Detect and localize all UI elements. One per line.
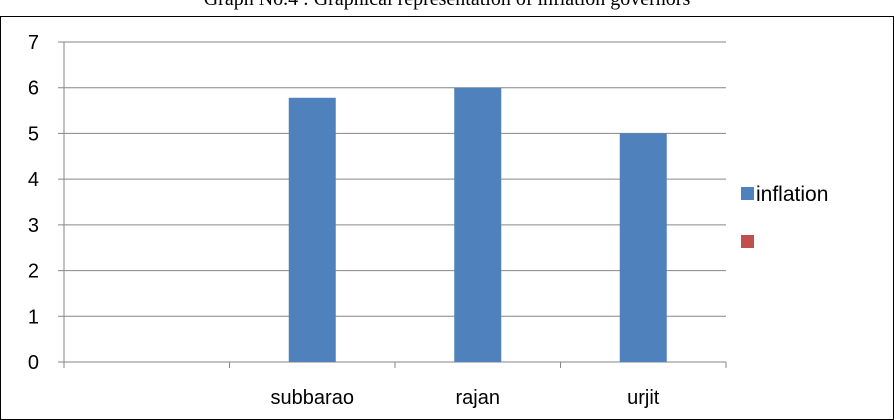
bar-rajan: [454, 87, 502, 362]
y-tick-label-4: 4: [28, 169, 39, 191]
chart-caption: Graph No.4 : Graphical representation of…: [0, 0, 894, 11]
y-tick-label-5: 5: [28, 123, 39, 145]
legend-swatch-1: [741, 187, 754, 200]
bar-urjit: [619, 133, 667, 362]
x-tick-label-rajan: rajan: [456, 387, 500, 409]
x-tick-label-subbarao: subbarao: [271, 387, 354, 409]
x-tick-label-urjit: urjit: [627, 387, 660, 409]
y-tick-label-0: 0: [28, 352, 39, 374]
y-tick-label-7: 7: [28, 32, 39, 54]
bar-subbarao: [288, 97, 336, 363]
y-tick-label-3: 3: [28, 215, 39, 237]
y-tick-label-2: 2: [28, 261, 39, 283]
legend-swatch-2: [741, 235, 754, 248]
y-tick-label-1: 1: [28, 306, 39, 328]
y-tick-label-6: 6: [28, 78, 39, 100]
legend-label-1: inflation: [756, 183, 828, 206]
bar-chart: 0 1 2 3 4 5 6 7 subbarao rajan urjit inflation: [28, 32, 829, 409]
chart-frame: 0 1 2 3 4 5 6 7 subbarao rajan urjit inflation: [0, 16, 894, 420]
